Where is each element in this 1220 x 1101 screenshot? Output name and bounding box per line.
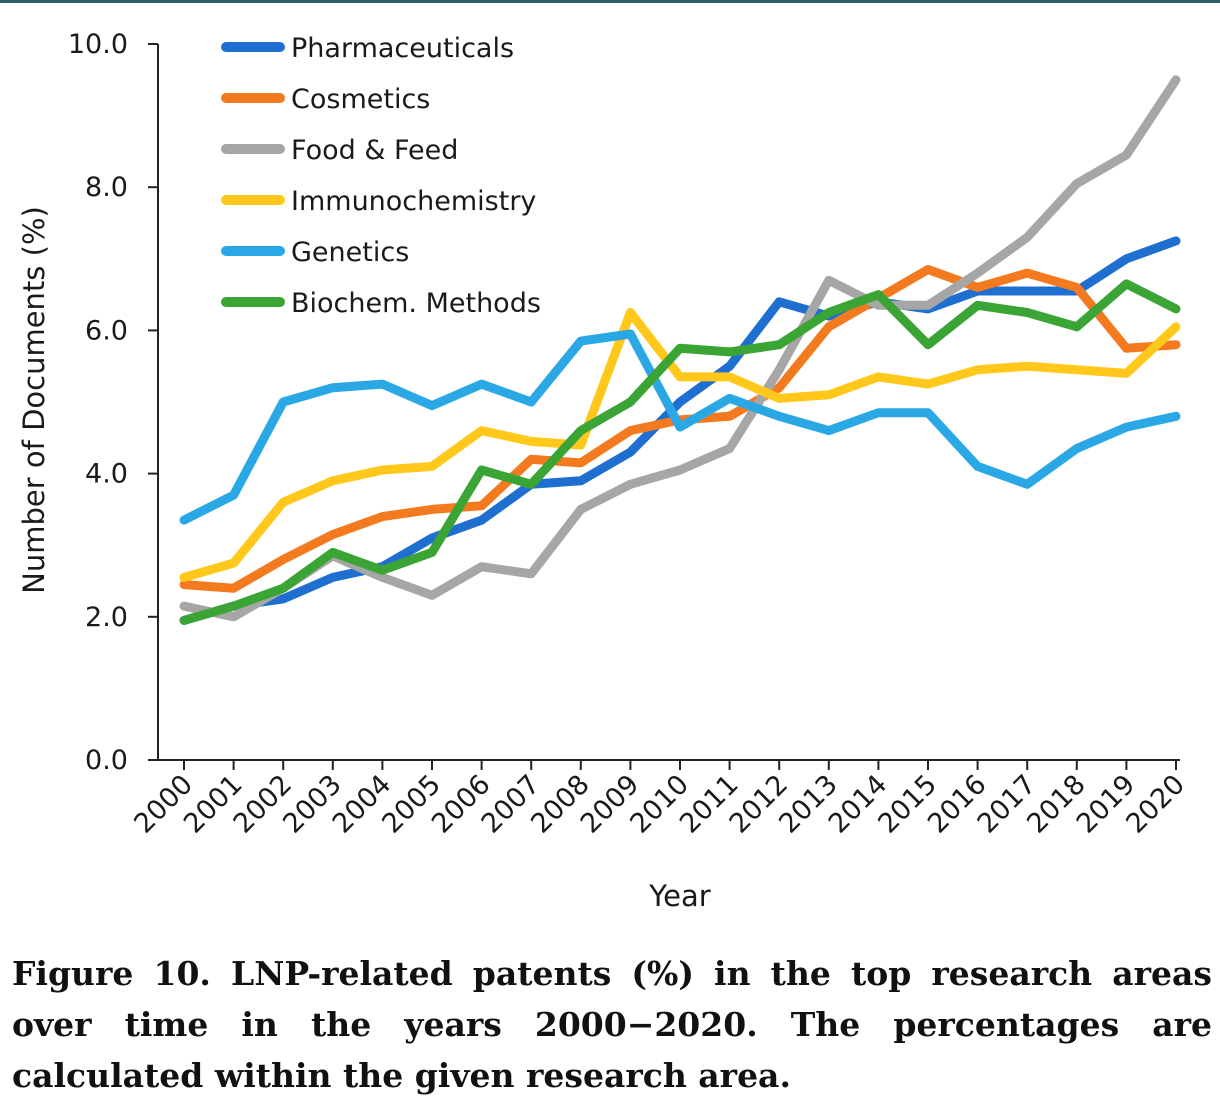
y-axis-title: Number of Documents (%)	[17, 206, 51, 594]
y-tick-label: 6.0	[85, 315, 128, 346]
legend-label-pharmaceuticals: Pharmaceuticals	[291, 33, 514, 64]
y-tick-label: 0.0	[85, 745, 128, 776]
series-line-immunochemistry	[179, 308, 1181, 582]
series-layer	[179, 75, 1181, 625]
legend-label-biochem-methods: Biochem. Methods	[291, 288, 541, 319]
y-tick-label: 2.0	[85, 602, 128, 633]
legend-label-genetics: Genetics	[291, 237, 409, 268]
series-line-biochem-methods	[179, 279, 1181, 625]
top-rule	[0, 0, 1220, 3]
line-chart: 0.02.04.06.08.010.0200020012002200320042…	[17, 29, 1191, 913]
x-axis-title: Year	[648, 879, 710, 913]
legend: Pharmaceuticals Cosmetics Food & Feed Immun…	[221, 33, 541, 319]
x-tick-label: 2020	[1120, 769, 1191, 840]
y-tick-label: 8.0	[85, 172, 128, 203]
series-line-genetics	[179, 329, 1181, 525]
series-line-pharmaceuticals	[179, 236, 1181, 625]
y-tick-label: 4.0	[85, 459, 128, 490]
legend-label-immunochemistry: Immunochemistry	[291, 186, 536, 217]
y-tick-label: 10.0	[68, 29, 128, 60]
legend-label-cosmetics: Cosmetics	[291, 84, 430, 115]
figure-caption: Figure 10. LNP-related patents (%) in th…	[12, 954, 1212, 1095]
legend-label-food-feed: Food & Feed	[291, 135, 458, 166]
